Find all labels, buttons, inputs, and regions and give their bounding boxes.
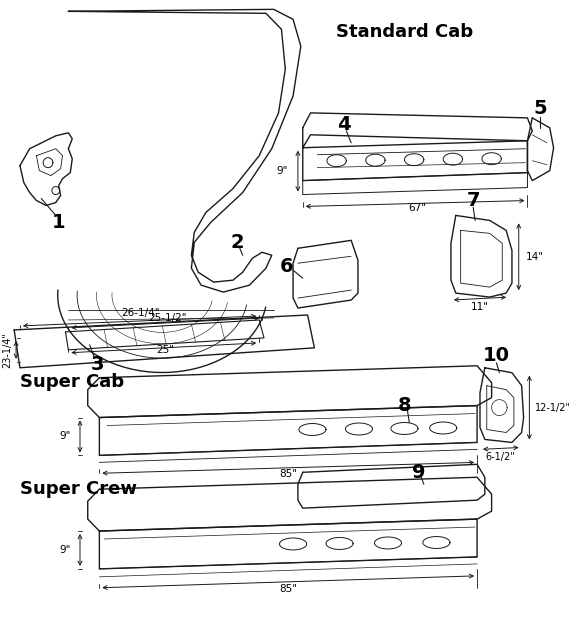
Text: 9": 9" xyxy=(59,545,71,555)
Text: 9": 9" xyxy=(277,166,288,176)
Text: 10: 10 xyxy=(483,346,510,365)
Text: 6: 6 xyxy=(280,257,293,276)
Text: 9": 9" xyxy=(59,431,71,441)
Text: 25": 25" xyxy=(156,345,174,355)
Text: 67": 67" xyxy=(408,203,426,214)
Text: 23-1/4": 23-1/4" xyxy=(2,332,12,368)
Text: 7: 7 xyxy=(466,191,480,210)
Text: 3: 3 xyxy=(91,355,104,374)
Text: 4: 4 xyxy=(336,116,350,134)
Text: 12-1/2": 12-1/2" xyxy=(535,403,571,413)
Text: 11": 11" xyxy=(471,302,489,312)
Text: 85": 85" xyxy=(279,584,297,594)
Text: 26-1/4": 26-1/4" xyxy=(121,308,160,318)
Text: 2: 2 xyxy=(230,233,244,252)
Text: Standard Cab: Standard Cab xyxy=(336,23,473,41)
Text: 25-1/2": 25-1/2" xyxy=(148,313,187,323)
Text: 85": 85" xyxy=(279,469,297,479)
Text: 9: 9 xyxy=(412,463,426,482)
Text: 6-1/2": 6-1/2" xyxy=(486,452,515,462)
Text: 8: 8 xyxy=(398,396,412,415)
Text: 14": 14" xyxy=(525,252,543,263)
Text: Super Crew: Super Crew xyxy=(20,480,137,498)
Text: 5: 5 xyxy=(533,99,547,119)
Text: 1: 1 xyxy=(52,213,65,232)
Text: Super Cab: Super Cab xyxy=(20,372,124,391)
